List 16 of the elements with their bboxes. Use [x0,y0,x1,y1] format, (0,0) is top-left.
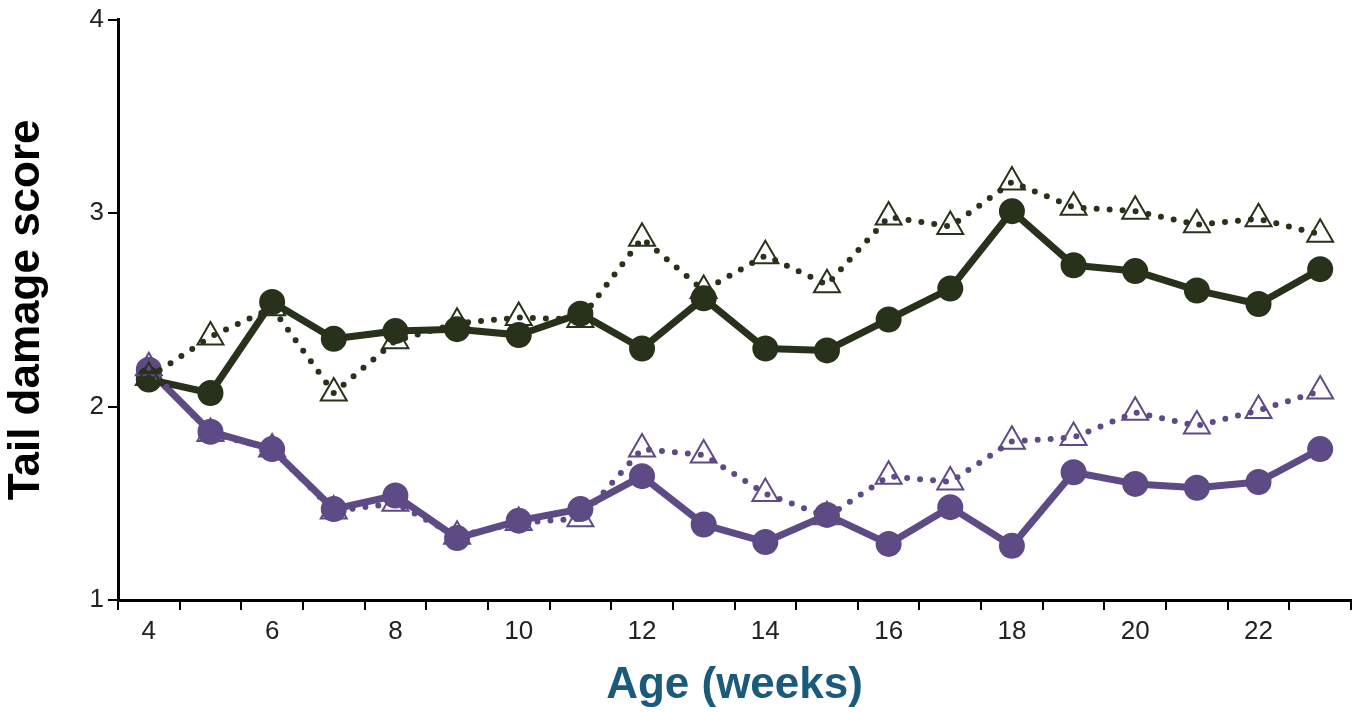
x-tick-label: 18 [997,614,1027,645]
y-tick-label: 2 [89,389,104,420]
x-tick-label: 14 [750,614,780,645]
y-tick-label: 4 [89,2,104,33]
x-tick-label: 10 [504,614,534,645]
x-tick-label: 6 [264,614,280,645]
x-tick-label: 4 [141,614,157,645]
x-tick-label: 8 [388,614,403,645]
x-tick-label: 16 [874,614,904,645]
x-axis-title: Age (weeks) [606,657,863,707]
x-tick-label: 20 [1120,614,1150,645]
y-tick-label: 1 [89,583,104,614]
y-axis-title: Tail damage score [0,119,48,501]
x-tick-label: 12 [627,614,657,645]
y-tick-label: 3 [89,196,104,227]
x-tick-label: 22 [1244,614,1273,645]
